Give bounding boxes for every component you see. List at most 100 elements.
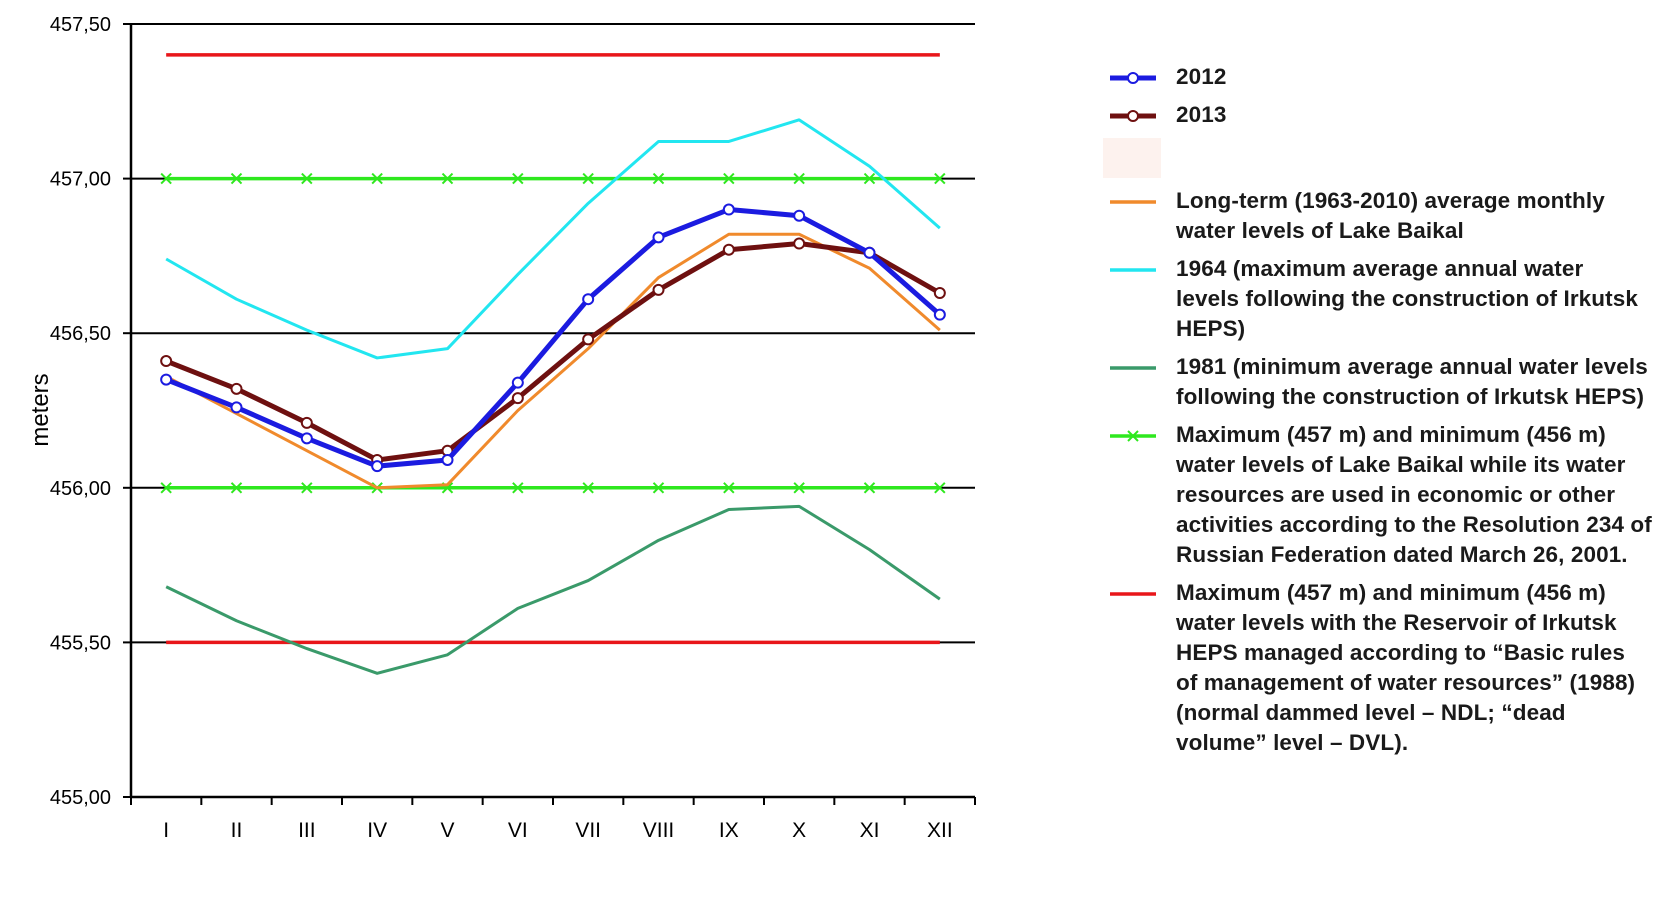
point-green_upper: [652, 172, 665, 185]
point-y2012: [652, 231, 665, 244]
legend-label-cyan: 1964 (maximum average annual water level…: [1176, 256, 1638, 341]
point-y2013: [511, 392, 524, 405]
legend-item-orange: Long-term (1963-2010) average monthly wa…: [1100, 186, 1652, 246]
point-green_lower: [230, 482, 243, 494]
point-green_upper: [301, 172, 313, 185]
legend-swatch-red: [1110, 592, 1156, 596]
point-green_lower: [934, 482, 946, 494]
series-line-y2012: [165, 207, 942, 469]
point-green_lower: [652, 482, 665, 494]
legend-item-cyan: 1964 (maximum average annual water level…: [1100, 254, 1652, 344]
point-green_upper: [160, 172, 172, 185]
legend-swatch-y2012: [1110, 72, 1156, 84]
point-green_lower: [723, 482, 735, 494]
legend-label-red: Maximum (457 m) and minimum (456 m) wate…: [1176, 580, 1636, 755]
y-tick-label: 457,00: [50, 169, 111, 191]
legend-swatch-seagreen: [1110, 366, 1156, 370]
point-green_lower: [863, 482, 876, 494]
point-green_upper: [793, 172, 805, 185]
point-green_upper: [371, 172, 383, 185]
series-line-y2013: [165, 241, 942, 463]
x-tick-label: II: [231, 819, 243, 842]
y-tick-label: 456,00: [50, 478, 111, 500]
point-y2013: [652, 283, 665, 296]
point-y2012: [300, 432, 313, 445]
point-y2012: [863, 246, 876, 259]
x-tick-label: VII: [575, 819, 601, 842]
series-line-cyan: [165, 118, 941, 360]
x-tick-label: VI: [508, 819, 528, 842]
point-green_upper: [441, 172, 454, 185]
x-tick-label: I: [163, 819, 169, 842]
series-y2013: [160, 237, 946, 466]
point-y2013: [160, 355, 173, 368]
point-green_lower: [582, 482, 594, 494]
point-y2013: [722, 243, 735, 256]
series-y2012: [160, 203, 946, 473]
legend-item-seagreen: 1981 (minimum average annual water level…: [1100, 352, 1652, 412]
series-orange: [165, 232, 941, 490]
x-tick-label: V: [440, 819, 454, 842]
point-y2012: [230, 401, 243, 414]
point-green_upper: [934, 172, 946, 185]
x-tick-label: IX: [719, 819, 739, 842]
point-y2012: [511, 376, 524, 389]
point-green_lower: [160, 482, 172, 494]
legend-item-red: Maximum (457 m) and minimum (456 m) wate…: [1100, 578, 1652, 758]
point-y2012: [933, 308, 946, 321]
legend-swatch-orange: [1110, 200, 1156, 204]
x-tick-label: VIII: [643, 819, 675, 842]
series-green_upper: [160, 172, 946, 185]
series-line-orange: [165, 232, 941, 490]
point-green_upper: [582, 172, 594, 185]
axes: [123, 23, 976, 805]
legend-label-y2013: 2013: [1176, 102, 1227, 127]
y-tick-label: 455,50: [50, 632, 111, 654]
point-y2012: [582, 293, 595, 306]
point-y2013: [230, 382, 243, 395]
x-tick-label: XII: [927, 819, 953, 842]
y-tick-label: 456,50: [50, 323, 111, 345]
legend-swatch-green: [1110, 430, 1156, 442]
legend-spacer: [1100, 138, 1652, 178]
series-line-seagreen: [165, 504, 941, 675]
point-y2012: [793, 209, 806, 222]
legend-label-orange: Long-term (1963-2010) average monthly wa…: [1176, 188, 1605, 243]
legend-swatch-cyan: [1110, 268, 1156, 272]
point-y2013: [933, 287, 946, 300]
point-green_upper: [230, 172, 243, 185]
legend-label-green: Maximum (457 m) and minimum (456 m) wate…: [1176, 422, 1652, 567]
x-tick-label: III: [298, 819, 316, 842]
series-lines: [160, 53, 946, 675]
legend: 2012 2013 Long-term (1963-2010) average mo…: [1100, 62, 1652, 766]
y-axis-label: meters: [27, 373, 54, 446]
series-seagreen: [165, 504, 941, 675]
y-tick-label: 455,00: [50, 787, 111, 809]
point-green_upper: [863, 172, 876, 185]
point-green_lower: [512, 482, 524, 494]
point-y2012: [722, 203, 735, 216]
point-y2012: [160, 373, 173, 386]
point-green_upper: [512, 172, 524, 185]
legend-item-y2012: 2012: [1100, 62, 1652, 92]
series-green_lower: [160, 482, 946, 494]
gridlines: [131, 23, 975, 644]
series-cyan: [165, 118, 941, 360]
point-y2013: [300, 416, 313, 429]
y-tick-label: 457,50: [50, 14, 111, 36]
point-y2012: [441, 453, 454, 466]
legend-label-y2012: 2012: [1176, 64, 1227, 89]
x-tick-label: IV: [367, 819, 387, 842]
point-green_lower: [301, 482, 313, 494]
legend-swatch-y2013: [1110, 110, 1156, 122]
legend-item-y2013: 2013: [1100, 100, 1652, 130]
x-tick-label: X: [792, 819, 806, 842]
point-y2013: [793, 237, 806, 250]
point-y2013: [582, 333, 595, 346]
point-green_lower: [793, 482, 805, 494]
legend-spacer-swatch: [1103, 138, 1161, 178]
point-green_upper: [723, 172, 735, 185]
point-y2012: [371, 460, 384, 473]
